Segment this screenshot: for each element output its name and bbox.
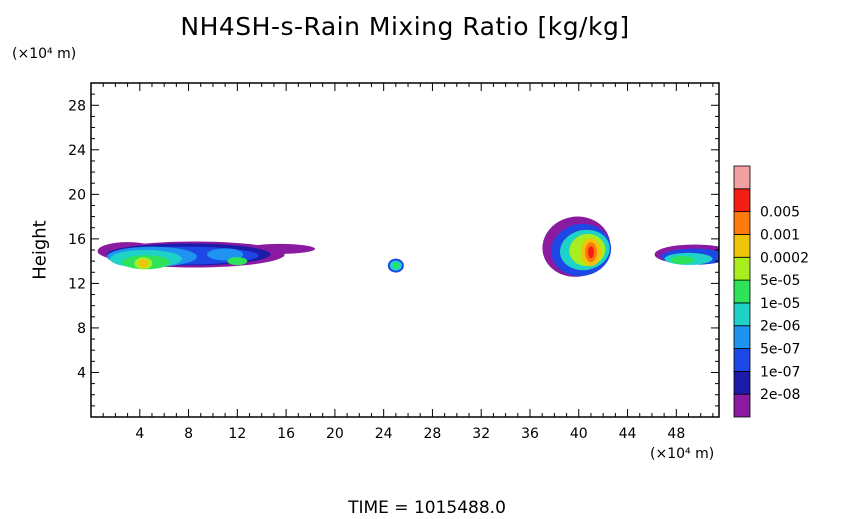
colorbar-swatch (733, 279, 751, 304)
colorbar-label: 0.001 (760, 227, 800, 243)
colorbar-swatch (733, 302, 751, 327)
west-band-contour-10 (227, 257, 248, 266)
east-core-contour-7 (587, 246, 594, 259)
time-value: 1015488.0 (413, 498, 506, 518)
y-tick-label: 4 (77, 365, 86, 381)
x-tick-label: 28 (424, 426, 442, 442)
colorbar-label: 2e-08 (760, 387, 800, 403)
colorbar: 2e-08 1e-07 5e-07 2e-06 1e-05 5e-05 0.0002 0.00… (733, 165, 809, 418)
central-cell-contour-3 (392, 262, 399, 269)
y-axis-unit: (×10⁴ m) (12, 46, 77, 62)
y-tick-label: 12 (68, 276, 86, 292)
colorbar-swatch (733, 393, 751, 418)
y-tick-label: 8 (77, 321, 86, 337)
colorbar-label: 1e-05 (760, 296, 800, 312)
colorbar-swatch (733, 325, 751, 349)
colorbar-swatch (733, 370, 751, 395)
x-tick-label: 36 (521, 426, 539, 442)
time-readout: TIME = 1015488.0 (348, 498, 506, 518)
colorbar-label: 5e-07 (760, 342, 800, 358)
y-tick-label: 20 (68, 187, 86, 203)
x-tick-label: 4 (135, 426, 144, 442)
x-tick-label: 20 (326, 426, 344, 442)
x-tick-label: 40 (570, 426, 588, 442)
y-tick-label: 28 (68, 98, 86, 114)
colorbar-label: 2e-06 (760, 319, 800, 335)
x-tick-label: 24 (375, 426, 393, 442)
y-tick-label: 24 (68, 143, 86, 159)
mixing-ratio-field (97, 216, 719, 277)
x-tick-label: 8 (184, 426, 193, 442)
y-tick-label: 16 (68, 232, 86, 248)
x-tick-label: 48 (667, 426, 685, 442)
x-axis-unit: (×10⁴ m) (650, 446, 715, 462)
x-tick-label: 32 (472, 426, 490, 442)
colorbar-label: 5e-05 (760, 273, 800, 289)
colorbar-swatch (733, 188, 751, 213)
east-band-contour-4 (670, 256, 695, 265)
colorbar-swatch (733, 211, 751, 235)
colorbar-swatch (733, 234, 751, 258)
colorbar-swatch (733, 348, 751, 372)
colorbar-label: 0.0002 (760, 250, 809, 266)
x-tick-label: 44 (619, 426, 637, 442)
colorbar-label: 0.005 (760, 205, 800, 221)
x-tick-label: 12 (228, 426, 246, 442)
colorbar-label: 1e-07 (760, 364, 800, 380)
chart-title: NH4SH-s-Rain Mixing Ratio [kg/kg] (180, 12, 630, 41)
time-label: TIME (348, 498, 389, 518)
colorbar-swatch (733, 256, 751, 281)
colorbar-swatch (733, 165, 751, 190)
x-tick-label: 16 (277, 426, 295, 442)
west-band-contour-13 (138, 259, 149, 268)
